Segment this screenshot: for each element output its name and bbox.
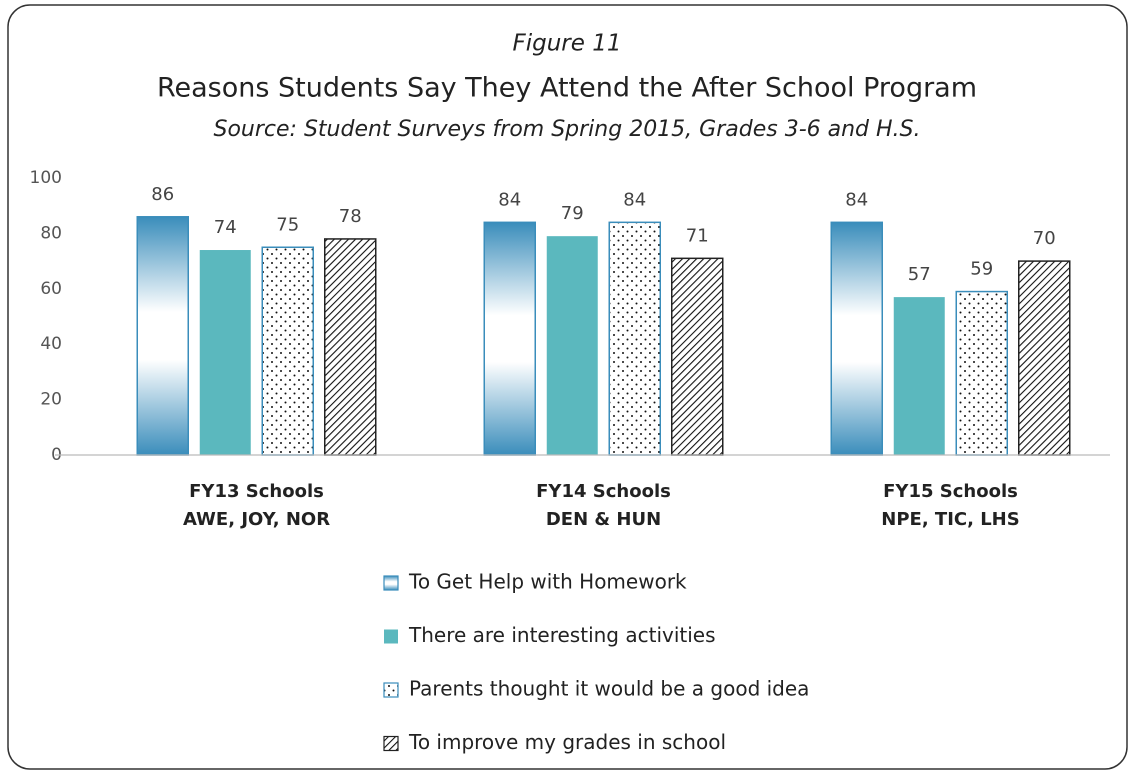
bar bbox=[830, 221, 883, 456]
value-label: 75 bbox=[276, 214, 299, 235]
figure-label: Figure 11 bbox=[513, 31, 622, 57]
bar bbox=[955, 290, 1008, 456]
y-tick-label: 20 bbox=[40, 390, 62, 410]
value-label: 84 bbox=[845, 189, 868, 210]
bar bbox=[546, 236, 598, 455]
bar bbox=[136, 216, 189, 456]
bar bbox=[1018, 260, 1071, 456]
legend-label: To improve my grades in school bbox=[408, 730, 726, 754]
legend-label: To Get Help with Homework bbox=[408, 570, 687, 594]
y-tick-label: 40 bbox=[40, 334, 62, 354]
value-label: 71 bbox=[686, 225, 709, 246]
y-tick-label: 60 bbox=[40, 279, 62, 299]
value-label: 86 bbox=[151, 184, 174, 205]
legend-label: There are interesting activities bbox=[408, 623, 716, 647]
value-label: 79 bbox=[561, 203, 584, 224]
bar bbox=[483, 221, 536, 456]
x-tick-label: AWE, JOY, NOR bbox=[183, 509, 330, 530]
chart-subtitle: Source: Student Surveys from Spring 2015… bbox=[214, 117, 921, 142]
x-tick-label: FY13 Schools bbox=[189, 481, 324, 502]
legend-label: Parents thought it would be a good idea bbox=[409, 677, 809, 701]
value-label: 78 bbox=[339, 206, 362, 227]
value-label: 57 bbox=[908, 264, 931, 285]
bar bbox=[261, 246, 314, 456]
y-tick-label: 80 bbox=[40, 223, 62, 243]
legend-marker bbox=[383, 735, 399, 752]
x-tick-label: NPE, TIC, LHS bbox=[881, 509, 1019, 530]
chart-title: Reasons Students Say They Attend the Aft… bbox=[157, 73, 977, 104]
x-tick-label: DEN & HUN bbox=[546, 509, 661, 530]
x-tick-label: FY14 Schools bbox=[536, 481, 671, 502]
value-label: 74 bbox=[214, 217, 237, 238]
legend-marker bbox=[383, 682, 399, 698]
x-tick-label: FY15 Schools bbox=[883, 481, 1018, 502]
legend-marker bbox=[383, 575, 399, 591]
value-label: 59 bbox=[970, 259, 993, 280]
legend-marker bbox=[384, 629, 398, 644]
bar bbox=[893, 297, 945, 455]
bar bbox=[671, 257, 724, 456]
y-tick-label: 100 bbox=[30, 168, 62, 188]
value-label: 84 bbox=[623, 189, 646, 210]
value-label: 70 bbox=[1033, 228, 1056, 249]
bar bbox=[324, 238, 377, 456]
value-label: 84 bbox=[498, 189, 521, 210]
bar bbox=[608, 221, 661, 456]
bar bbox=[199, 250, 251, 455]
